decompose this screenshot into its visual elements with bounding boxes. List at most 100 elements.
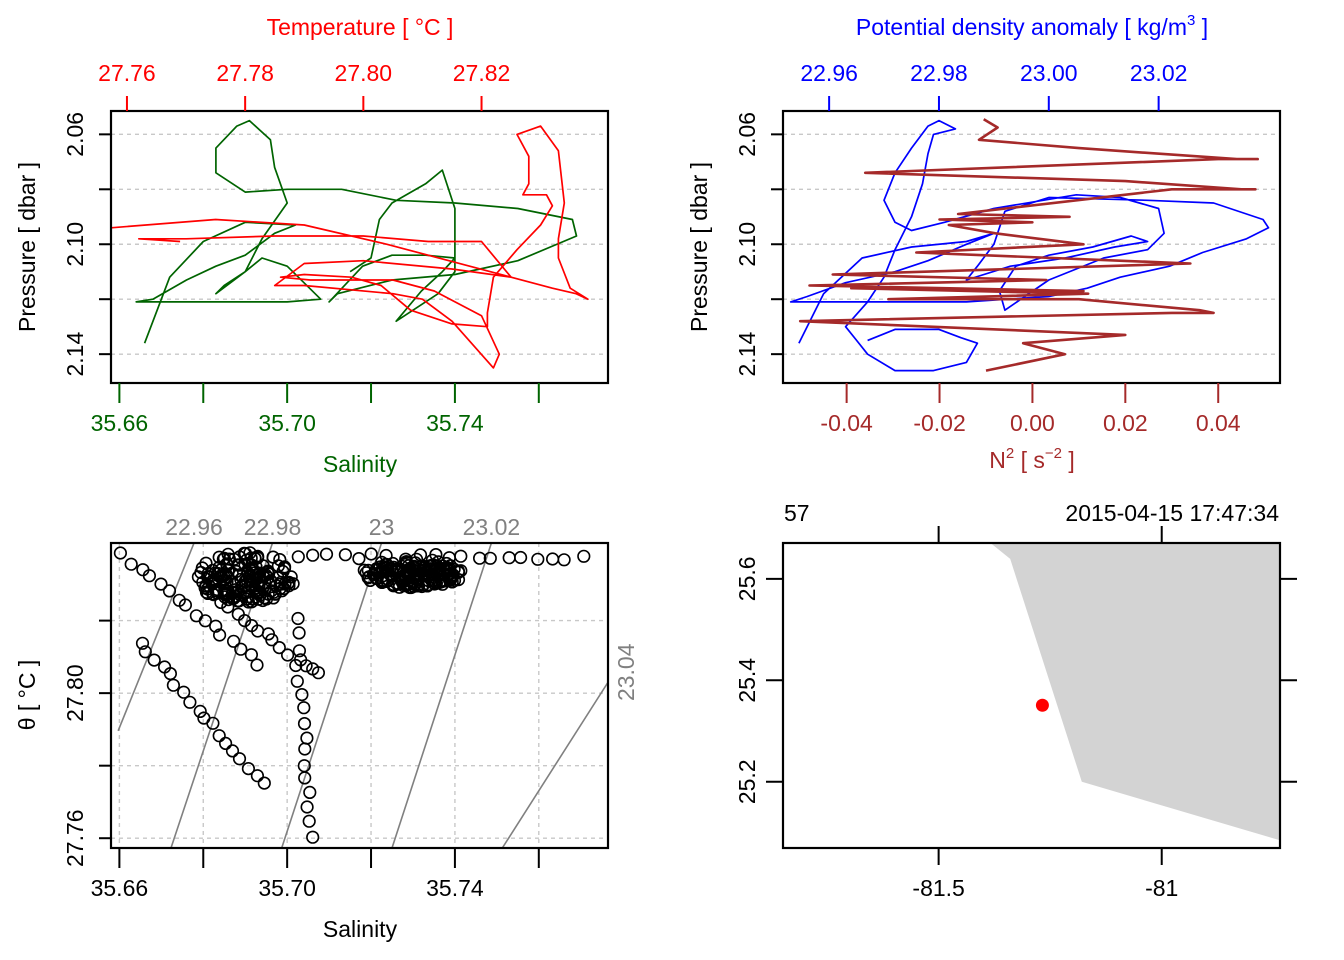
data-point <box>252 578 266 592</box>
data-point <box>113 546 127 560</box>
y-tick-label: 2.06 <box>62 112 88 157</box>
data-point <box>198 614 212 628</box>
axes: 2.06 2.10 2.14 -0.04 -0.02 0.00 0.02 0.04 22.96 2… <box>734 60 1241 436</box>
isopycnal-label: 22.98 <box>244 514 302 540</box>
data-point <box>319 547 334 561</box>
data-point <box>282 579 296 593</box>
data-point <box>212 729 226 743</box>
series-line-salinity <box>135 119 578 344</box>
data-point <box>243 562 257 576</box>
y-axis-title: θ [ °C ] <box>14 660 40 731</box>
data-point <box>295 687 309 702</box>
data-point <box>426 558 440 572</box>
data-point <box>225 591 239 606</box>
data-point <box>483 551 497 565</box>
y-tick-label: 2.10 <box>62 222 88 267</box>
panel-ts-diagram: 35.66 35.70 35.74 27.76 27.80 22.96 22.98 23 23.… <box>14 514 639 942</box>
data-point <box>206 716 220 730</box>
data-point <box>386 578 400 592</box>
x-tick-label: 0.04 <box>1196 410 1241 436</box>
data-point <box>222 552 236 566</box>
isopycnal-label: 23.02 <box>463 514 521 540</box>
series-line-potential-density-anomaly <box>789 119 1270 372</box>
data-point <box>124 557 138 571</box>
data-point <box>300 800 314 814</box>
points-layer <box>113 546 591 844</box>
isopycnal-label: 23.04 <box>613 643 639 701</box>
data-point <box>352 551 366 566</box>
data-point <box>265 633 279 647</box>
data-point <box>241 761 255 776</box>
data-point <box>250 658 264 672</box>
data-point <box>302 814 316 828</box>
data-point <box>311 666 326 680</box>
data-point <box>210 582 224 597</box>
data-point <box>298 771 312 785</box>
isopycnal-label: 23 <box>369 514 395 540</box>
isopycnal-line <box>391 543 493 848</box>
data-point <box>147 653 161 667</box>
top-tick-label: 23.00 <box>1020 60 1078 86</box>
data-point <box>234 642 248 656</box>
data-point <box>545 552 560 566</box>
data-point <box>227 634 241 648</box>
isopycnal-line <box>501 681 608 848</box>
data-point <box>225 744 240 758</box>
data-point <box>299 659 313 673</box>
data-point <box>370 571 384 586</box>
x-tick-label: 0.00 <box>1010 410 1055 436</box>
y-tick-label: 27.76 <box>62 809 88 867</box>
axes: 2.06 2.10 2.14 35.66 35.70 35.74 27.76 27.78 27.… <box>62 60 540 436</box>
top-tick-label: 27.82 <box>453 60 511 86</box>
y-tick-label: 25.4 <box>734 658 760 703</box>
data-point <box>531 552 545 566</box>
data-point <box>366 567 380 582</box>
data-point <box>290 674 304 688</box>
data-point <box>142 569 156 583</box>
y-tick-label: 2.06 <box>734 112 760 157</box>
data-point <box>250 769 264 783</box>
x-tick-label: -0.02 <box>913 410 965 436</box>
data-point <box>297 716 312 731</box>
series-line-n2 <box>798 118 1259 372</box>
data-point <box>417 568 432 582</box>
data-point <box>425 559 439 573</box>
data-point <box>272 640 286 655</box>
isopycnal-label: 22.96 <box>165 514 223 540</box>
x-tick-label: 35.70 <box>258 410 316 436</box>
plot-frame <box>781 541 1282 850</box>
data-point <box>300 731 314 745</box>
data-point <box>262 567 276 581</box>
data-point <box>178 598 192 612</box>
bottom-axis-title: Salinity <box>323 451 398 477</box>
data-point <box>298 742 312 756</box>
series-layer <box>789 118 1270 372</box>
data-point <box>154 577 168 591</box>
data-point <box>266 550 280 564</box>
data-point <box>428 575 442 589</box>
data-point <box>213 570 227 584</box>
x-axis-title: Salinity <box>323 916 398 942</box>
data-point <box>202 579 216 593</box>
land-layer <box>990 543 1280 841</box>
data-point <box>277 561 292 576</box>
data-point <box>220 558 234 572</box>
data-point <box>291 550 305 564</box>
data-point <box>199 556 213 570</box>
x-tick-label: -0.04 <box>820 410 873 436</box>
data-point <box>193 704 207 719</box>
station-number-label: 57 <box>784 500 810 526</box>
data-point <box>220 574 234 589</box>
data-point <box>209 619 223 633</box>
data-point <box>557 553 571 567</box>
data-point <box>196 575 210 589</box>
data-point <box>425 553 440 567</box>
data-point <box>303 785 317 800</box>
isopycnal-line <box>117 543 195 732</box>
axes: -81.5 -81 25.2 25.4 25.6 <box>734 526 1297 901</box>
isopycnal-layer <box>117 543 608 848</box>
x-tick-label: 35.74 <box>426 875 484 901</box>
data-point <box>577 549 591 563</box>
x-tick-label: -81 <box>1145 875 1178 901</box>
